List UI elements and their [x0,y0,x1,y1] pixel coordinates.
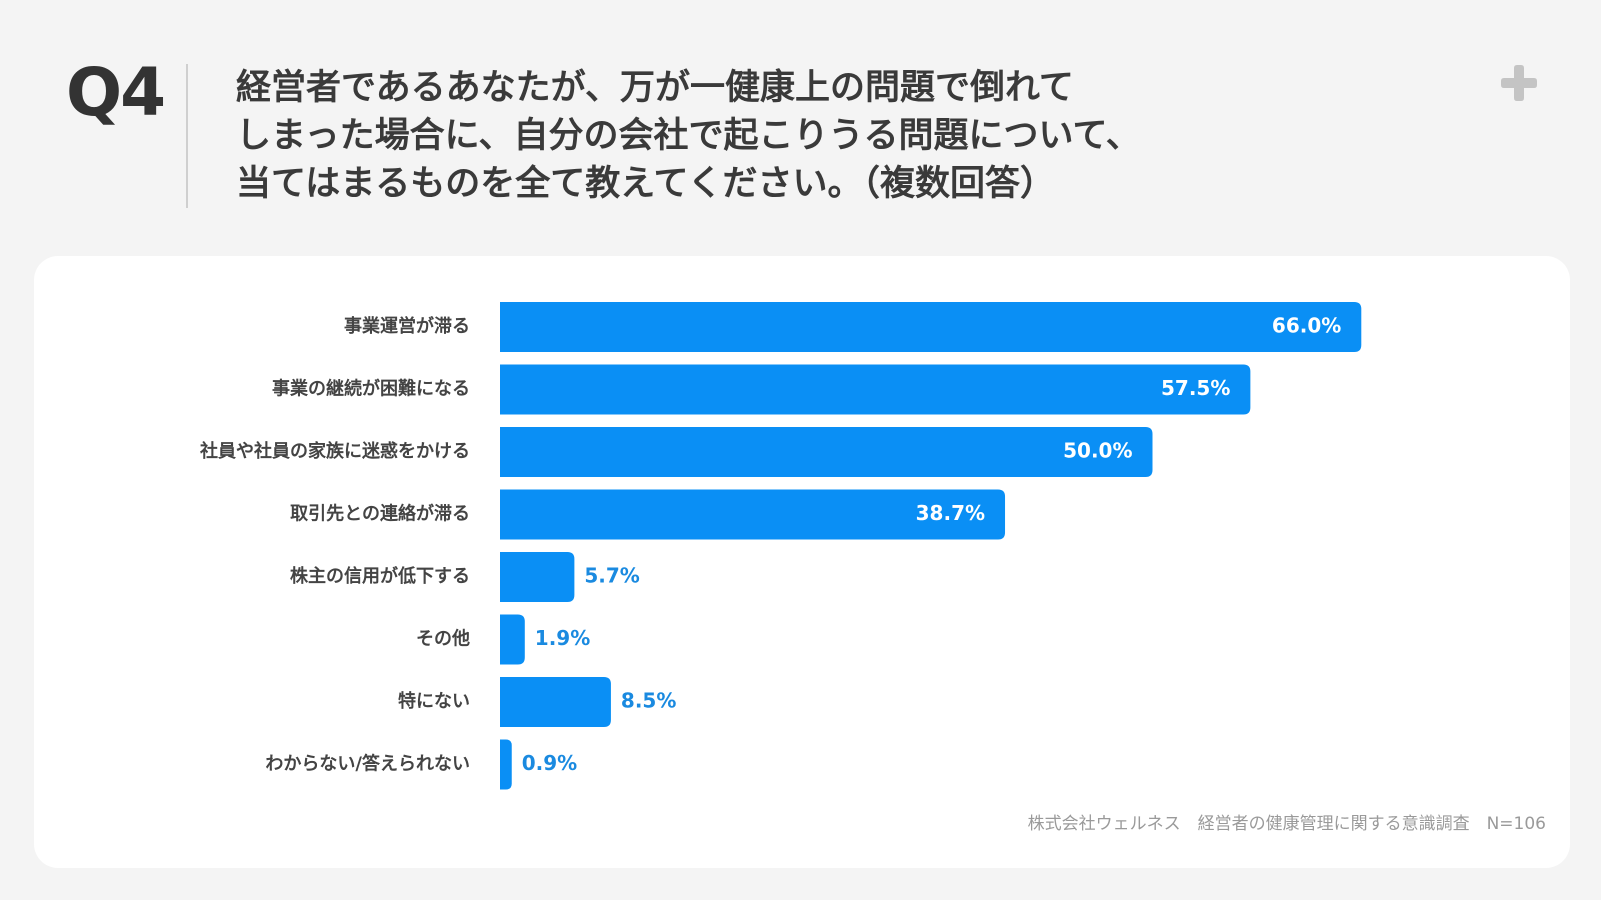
question-number: Q4 [66,54,166,131]
category-label: 事業運営が滞る [344,315,470,337]
value-label: 1.9% [535,626,590,650]
plus-icon [1501,65,1537,101]
value-label: 8.5% [621,689,676,713]
value-label: 50.0% [1063,439,1132,463]
bar [500,427,1153,477]
category-label: 取引先との連絡が滞る [290,503,470,525]
bar [500,364,1251,415]
source-note: 株式会社ウェルネス 経営者の健康管理に関する意識調査 N=106 [1027,814,1546,834]
bar [500,677,611,727]
category-label: 事業の継続が困難になる [272,378,470,400]
bar [500,614,525,665]
value-label: 0.9% [522,751,577,775]
value-label: 66.0% [1272,314,1341,338]
bar [500,489,1006,540]
category-label: 社員や社員の家族に迷惑をかける [200,440,470,462]
question-text: 経営者であるあなたが、万が一健康上の問題で倒れて しまった場合に、自分の会社で起… [236,68,1141,204]
category-label: その他 [416,628,470,650]
category-label: わからない/答えられない [265,753,470,775]
bar [500,302,1362,352]
value-label: 57.5% [1161,376,1230,400]
bar [500,552,575,602]
bar-chart: 事業運営が滞る 66.0% 事業の継続が困難になる 57.5% 社員や社員の家族に迷惑を… [200,302,1362,790]
category-label: 特にない [398,690,470,712]
question-divider [186,64,188,208]
value-label: 5.7% [584,564,639,588]
category-label: 株主の信用が低下する [290,565,470,587]
chart-card: 事業運営が滞る 66.0% 事業の継続が困難になる 57.5% 社員や社員の家族に迷惑を… [34,256,1570,868]
bar [500,739,512,790]
value-label: 38.7% [916,501,985,525]
